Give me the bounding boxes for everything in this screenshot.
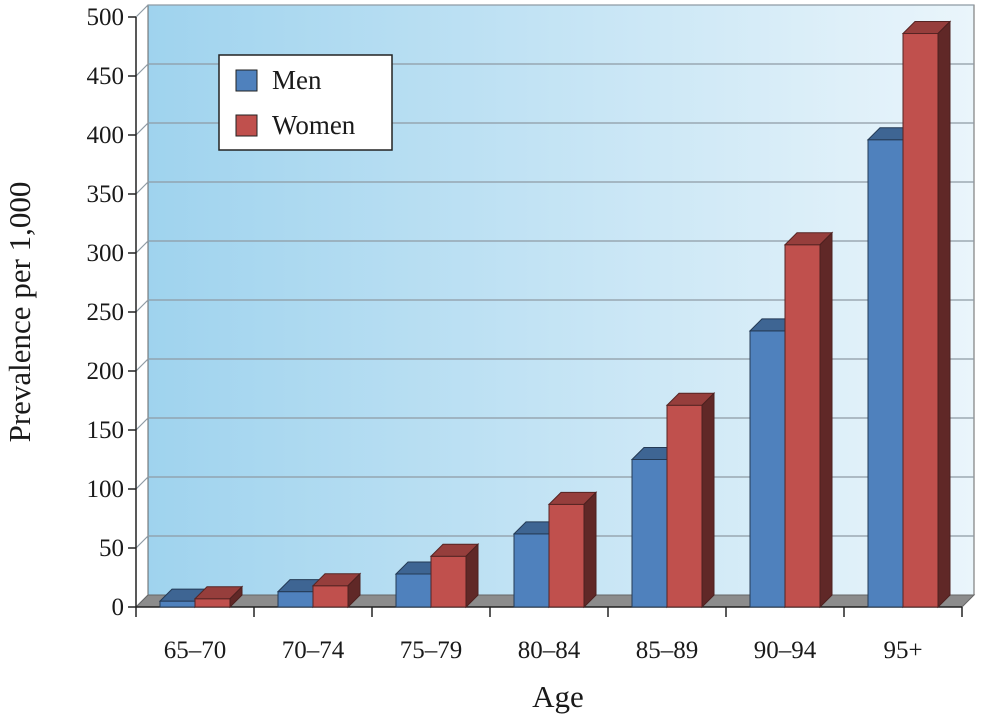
x-tick-label: 90–94 [754, 637, 817, 664]
bars [158, 20, 952, 609]
y-tick-label: 300 [87, 240, 125, 267]
bar-women-6 [901, 20, 952, 609]
y-tick-label: 50 [99, 535, 124, 562]
x-axis-title: Age [532, 679, 584, 714]
x-tick-label: 85–89 [636, 637, 699, 664]
legend-label-men: Men [272, 65, 322, 95]
x-tick-label: 70–74 [282, 637, 345, 664]
y-axis-title: Prevalence per 1,000 [2, 182, 37, 443]
gridlines [135, 4, 974, 608]
legend-swatch-men [235, 69, 258, 92]
bar-women-5 [783, 231, 834, 609]
y-tick-label: 0 [112, 594, 125, 621]
bar-women-3 [547, 491, 598, 609]
x-tick-label: 80–84 [518, 637, 581, 664]
bar-women-4 [665, 392, 716, 609]
x-tick-label: 75–79 [400, 637, 463, 664]
x-tick-label: 95+ [883, 637, 922, 664]
bar-women-1 [311, 572, 362, 609]
legend: Men Women [218, 54, 393, 151]
legend-swatch-women [235, 114, 258, 137]
y-tick-label: 400 [87, 122, 125, 149]
x-tick-labels: 65–70 70–74 75–79 80–84 85–89 90–94 95+ [164, 637, 923, 664]
x-tick-label: 65–70 [164, 637, 227, 664]
y-tick-label: 100 [87, 476, 125, 503]
y-tick-label: 350 [87, 181, 125, 208]
y-tick-label: 150 [87, 417, 125, 444]
y-tick-label: 250 [87, 299, 125, 326]
bar-women-0 [193, 585, 244, 609]
y-tick-label: 450 [87, 63, 125, 90]
bar-women-2 [429, 543, 480, 609]
y-tick-label: 200 [87, 358, 125, 385]
y-tick-label: 500 [87, 4, 125, 31]
y-tick-labels: 0 50 100 150 200 250 300 350 400 450 500 [87, 4, 125, 621]
legend-label-women: Women [272, 110, 356, 140]
